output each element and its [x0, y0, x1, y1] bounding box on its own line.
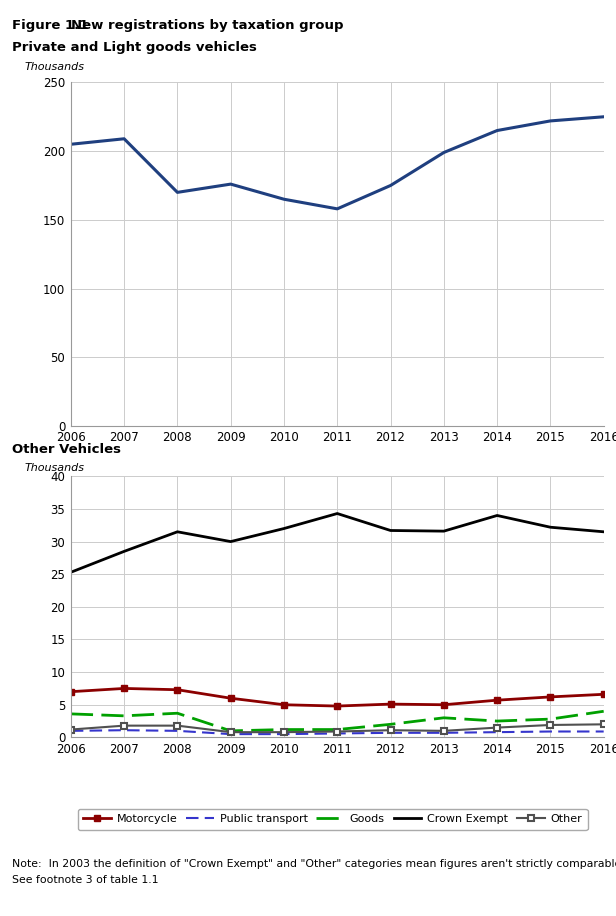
- Text: New registrations by taxation group: New registrations by taxation group: [71, 19, 343, 32]
- Text: Thousands: Thousands: [25, 463, 84, 474]
- Text: Thousands: Thousands: [25, 62, 84, 72]
- Text: Private and Light goods vehicles: Private and Light goods vehicles: [12, 41, 257, 54]
- Text: Other Vehicles: Other Vehicles: [12, 443, 121, 456]
- Text: See footnote 3 of table 1.1: See footnote 3 of table 1.1: [12, 875, 159, 885]
- Text: Note:  In 2003 the definition of "Crown Exempt" and "Other" categories mean figu: Note: In 2003 the definition of "Crown E…: [12, 859, 616, 869]
- Legend: Motorcycle, Public transport, Goods, Crown Exempt, Other: Motorcycle, Public transport, Goods, Cro…: [78, 809, 588, 830]
- Text: Figure 1.1: Figure 1.1: [12, 19, 89, 32]
